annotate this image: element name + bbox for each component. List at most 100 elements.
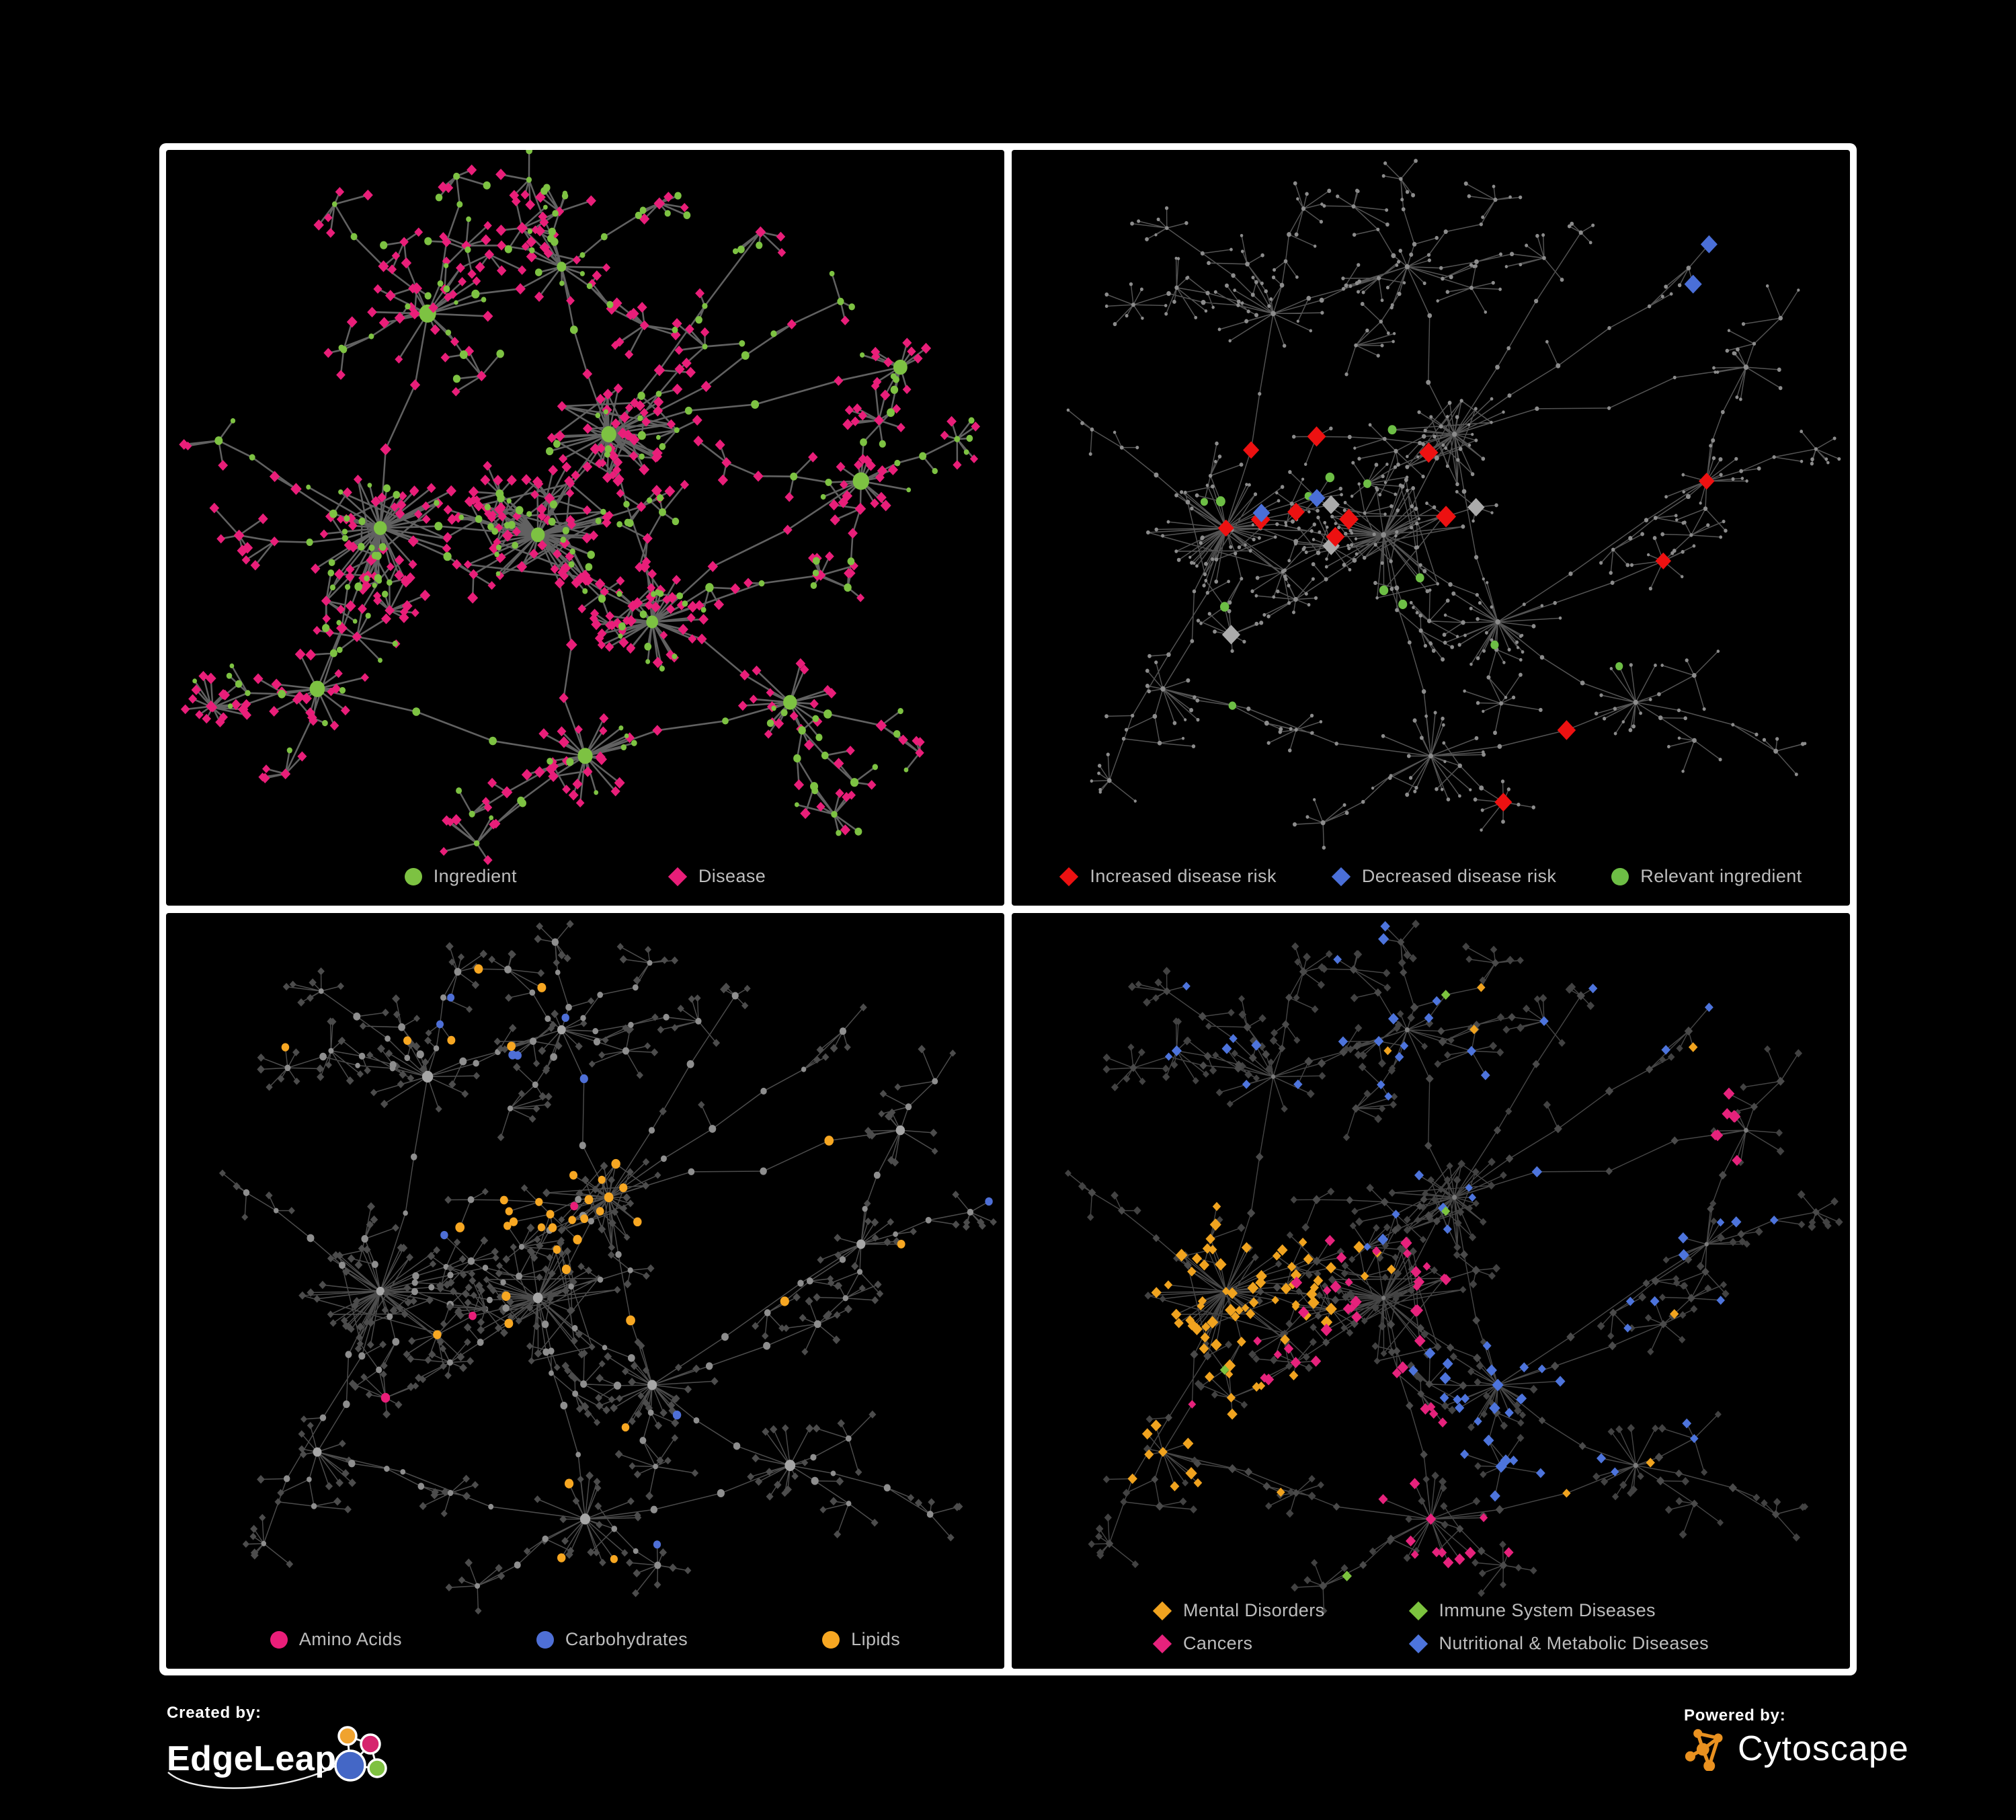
highlight-node-circle xyxy=(1415,573,1424,583)
node-circle xyxy=(1254,280,1258,284)
node-diamond xyxy=(294,648,306,660)
node-diamond xyxy=(505,994,513,1002)
node-diamond xyxy=(813,1293,821,1302)
node-circle xyxy=(1287,232,1291,237)
network-graph-nutrients xyxy=(218,920,997,1615)
node-diamond xyxy=(874,415,884,426)
node-diamond xyxy=(1403,1226,1411,1234)
node-circle xyxy=(542,1535,549,1542)
node-diamond xyxy=(659,1409,668,1417)
node-circle xyxy=(1603,717,1607,721)
highlight-node-circle xyxy=(553,1245,561,1254)
node-diamond xyxy=(464,1298,472,1307)
node-circle xyxy=(529,1037,537,1045)
node-diamond xyxy=(623,1279,632,1289)
node-diamond xyxy=(354,1261,363,1269)
node-diamond xyxy=(1273,1283,1281,1292)
node-diamond xyxy=(346,1076,354,1085)
node-diamond xyxy=(1285,1320,1293,1328)
highlight-node-circle xyxy=(469,810,475,818)
node-diamond xyxy=(691,1469,699,1477)
node-diamond xyxy=(902,385,912,395)
node-circle xyxy=(1685,658,1689,662)
node-circle xyxy=(852,472,869,490)
node-diamond xyxy=(491,1247,499,1256)
node-diamond xyxy=(253,673,264,684)
node-diamond xyxy=(1642,1279,1650,1288)
node-circle xyxy=(1474,264,1478,268)
node-circle xyxy=(1378,493,1382,497)
highlight-node-diamond xyxy=(1342,1571,1352,1581)
diamond-marker xyxy=(1059,867,1079,886)
node-circle xyxy=(306,1476,312,1482)
node-diamond xyxy=(1420,1236,1427,1244)
node-diamond xyxy=(409,379,421,391)
node-diamond xyxy=(594,1502,602,1510)
highlight-node-diamond xyxy=(1519,1362,1529,1373)
highlight-node-circle xyxy=(518,799,526,807)
node-circle xyxy=(1254,594,1258,598)
node-circle xyxy=(1264,720,1269,726)
node-diamond xyxy=(1308,1474,1316,1483)
highlight-node-diamond xyxy=(1227,1408,1238,1420)
node-diamond xyxy=(753,471,764,482)
node-circle xyxy=(1309,529,1314,533)
highlight-node-circle xyxy=(1615,662,1623,670)
node-diamond xyxy=(517,265,527,275)
highlight-node-diamond xyxy=(1477,983,1486,992)
node-circle xyxy=(1320,820,1326,826)
node-circle xyxy=(1357,482,1361,486)
highlight-node-circle xyxy=(352,619,358,624)
node-circle xyxy=(1354,537,1358,541)
highlight-node-diamond xyxy=(1588,983,1598,994)
node-diamond xyxy=(1495,1505,1504,1514)
node-diamond xyxy=(335,1478,344,1487)
node-diamond xyxy=(1471,1558,1480,1567)
node-circle xyxy=(1251,276,1255,280)
node-circle xyxy=(1692,544,1696,548)
node-circle xyxy=(371,1261,378,1269)
highlight-node-circle xyxy=(358,518,366,525)
node-circle xyxy=(1357,263,1361,267)
node-circle xyxy=(1340,493,1343,497)
node-diamond xyxy=(1652,1424,1659,1433)
node-diamond xyxy=(1383,984,1392,992)
node-circle xyxy=(647,1409,654,1416)
node-diamond xyxy=(440,352,450,363)
node-circle xyxy=(653,1464,658,1470)
node-diamond xyxy=(297,998,305,1007)
node-diamond xyxy=(642,532,653,545)
highlight-node-circle xyxy=(702,303,708,309)
node-circle xyxy=(1450,645,1455,649)
node-diamond xyxy=(399,237,409,247)
node-diamond xyxy=(325,228,335,238)
node-diamond xyxy=(1529,1384,1538,1394)
node-diamond xyxy=(1499,1540,1506,1548)
highlight-node-circle xyxy=(327,569,335,577)
node-circle xyxy=(1275,491,1279,495)
node-diamond xyxy=(871,1296,879,1304)
highlight-node-diamond xyxy=(1699,473,1715,490)
node-diamond xyxy=(571,470,581,481)
node-circle xyxy=(1441,443,1445,447)
node-diamond xyxy=(652,656,663,668)
node-circle xyxy=(1591,223,1595,227)
node-circle xyxy=(1280,485,1285,489)
highlight-node-circle xyxy=(475,515,483,523)
node-circle xyxy=(1350,494,1354,498)
node-diamond xyxy=(1437,1027,1445,1035)
node-circle xyxy=(763,1341,771,1350)
node-circle xyxy=(846,1501,852,1507)
node-circle xyxy=(1405,792,1410,797)
highlight-node-circle xyxy=(214,436,223,445)
node-diamond xyxy=(509,1023,517,1033)
node-circle xyxy=(1685,493,1691,500)
diamond-marker xyxy=(1152,1601,1172,1620)
node-diamond xyxy=(879,1090,887,1098)
highlight-node-circle xyxy=(229,663,235,669)
node-diamond xyxy=(1389,1101,1398,1109)
node-diamond xyxy=(483,461,492,471)
highlight-node-circle xyxy=(564,1478,574,1489)
node-diamond xyxy=(1637,1472,1644,1480)
highlight-node-circle xyxy=(848,303,855,311)
